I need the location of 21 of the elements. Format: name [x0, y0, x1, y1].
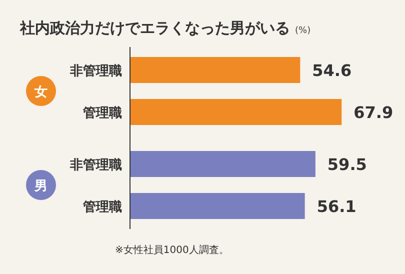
title: 社内政治力だけでエラくなった男がいる: [20, 19, 290, 37]
data-label: 56.1: [316, 197, 356, 216]
bar: [130, 151, 316, 177]
bar: 54.6: [130, 57, 352, 83]
bar: 67.9: [130, 99, 394, 125]
data-label: 59.5: [327, 155, 367, 174]
bar: [130, 193, 305, 219]
y-tick-label: 管理職: [82, 105, 122, 121]
bar: 59.5: [130, 151, 367, 177]
data-label: 54.6: [312, 61, 352, 80]
bar: 56.1: [130, 193, 356, 219]
subtitle: (%): [295, 26, 311, 36]
bar: [130, 57, 300, 83]
series-label: 女: [26, 76, 56, 106]
y-tick-label: 非管理職: [69, 157, 122, 173]
data-label: 67.9: [354, 103, 394, 122]
bar: [130, 99, 342, 125]
y-tick-label: 非管理職: [69, 63, 122, 79]
annotation: ※女性社員1000人調査。: [115, 245, 229, 256]
series-label: 男: [26, 170, 56, 200]
y-tick-label: 管理職: [82, 199, 122, 215]
